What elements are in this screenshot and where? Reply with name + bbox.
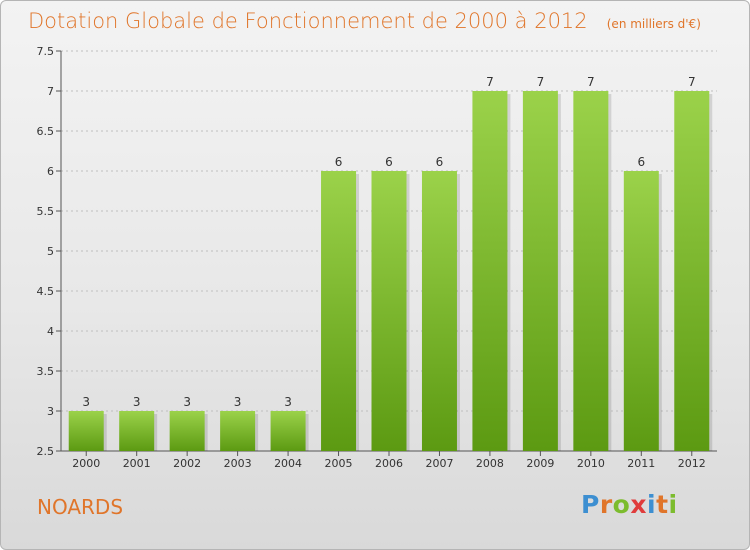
bar	[573, 91, 609, 451]
y-tick-label: 3.5	[37, 365, 55, 378]
logo-letter: i	[668, 490, 678, 519]
bar	[220, 411, 256, 451]
y-tick-label: 4	[47, 325, 54, 338]
bar-value-label: 3	[133, 395, 141, 409]
x-tick-label: 2012	[678, 457, 706, 470]
labels: 2.5 3 3.5 4 4.5 5 5.5 6 6.5 7 7.5 3 2000 3 2001 3 2002 3 2…	[37, 45, 706, 470]
y-tick-label: 4.5	[37, 285, 55, 298]
bar	[119, 411, 155, 451]
title-block: Dotation Globale de Fonctionnement de 20…	[28, 9, 701, 33]
logo-letter: r	[599, 490, 613, 519]
logo-letter: P	[581, 490, 600, 519]
x-tick-label: 2008	[476, 457, 504, 470]
bar-value-label: 3	[82, 395, 90, 409]
y-tick-label: 7	[47, 85, 54, 98]
bar	[321, 171, 357, 451]
bars	[68, 91, 713, 451]
x-tick-label: 2001	[123, 457, 151, 470]
x-tick-label: 2011	[627, 457, 655, 470]
bar	[522, 91, 558, 451]
bar-value-label: 3	[183, 395, 191, 409]
commune-name: NOARDS	[37, 495, 124, 519]
bar-value-label: 7	[587, 75, 595, 89]
bar-value-label: 7	[688, 75, 696, 89]
logo-letter: i	[647, 490, 657, 519]
x-tick-label: 2007	[425, 457, 453, 470]
chart-unit: (en milliers d'€)	[606, 17, 701, 31]
bar-value-label: 6	[385, 155, 393, 169]
bar	[371, 171, 407, 451]
x-tick-label: 2004	[274, 457, 302, 470]
bar	[623, 171, 659, 451]
chart-title: Dotation Globale de Fonctionnement de 20…	[28, 9, 588, 33]
y-tick-label: 5.5	[37, 205, 55, 218]
x-tick-label: 2000	[72, 457, 100, 470]
bar	[674, 91, 710, 451]
y-tick-label: 6	[47, 165, 54, 178]
y-tick-label: 7.5	[37, 45, 55, 58]
bar-value-label: 3	[234, 395, 242, 409]
x-tick-label: 2003	[224, 457, 252, 470]
bar	[472, 91, 508, 451]
y-tick-label: 2.5	[37, 445, 55, 458]
logo-letter: t	[656, 490, 669, 519]
x-tick-label: 2002	[173, 457, 201, 470]
y-tick-label: 3	[47, 405, 54, 418]
bar-value-label: 6	[335, 155, 343, 169]
bar-value-label: 6	[637, 155, 645, 169]
x-tick-label: 2006	[375, 457, 403, 470]
bar-value-label: 7	[537, 75, 545, 89]
bar	[270, 411, 306, 451]
bar	[421, 171, 457, 451]
logo-letter: x	[630, 490, 647, 519]
bar	[169, 411, 205, 451]
proxiti-logo: Proxiti	[581, 490, 678, 519]
x-tick-label: 2005	[325, 457, 353, 470]
bar-value-label: 7	[486, 75, 494, 89]
y-tick-label: 6.5	[37, 125, 55, 138]
bar-value-label: 3	[284, 395, 292, 409]
bar-value-label: 6	[436, 155, 444, 169]
x-tick-label: 2009	[526, 457, 554, 470]
x-tick-label: 2010	[577, 457, 605, 470]
y-tick-label: 5	[47, 245, 54, 258]
bar	[68, 411, 104, 451]
logo-letter: o	[612, 490, 631, 519]
